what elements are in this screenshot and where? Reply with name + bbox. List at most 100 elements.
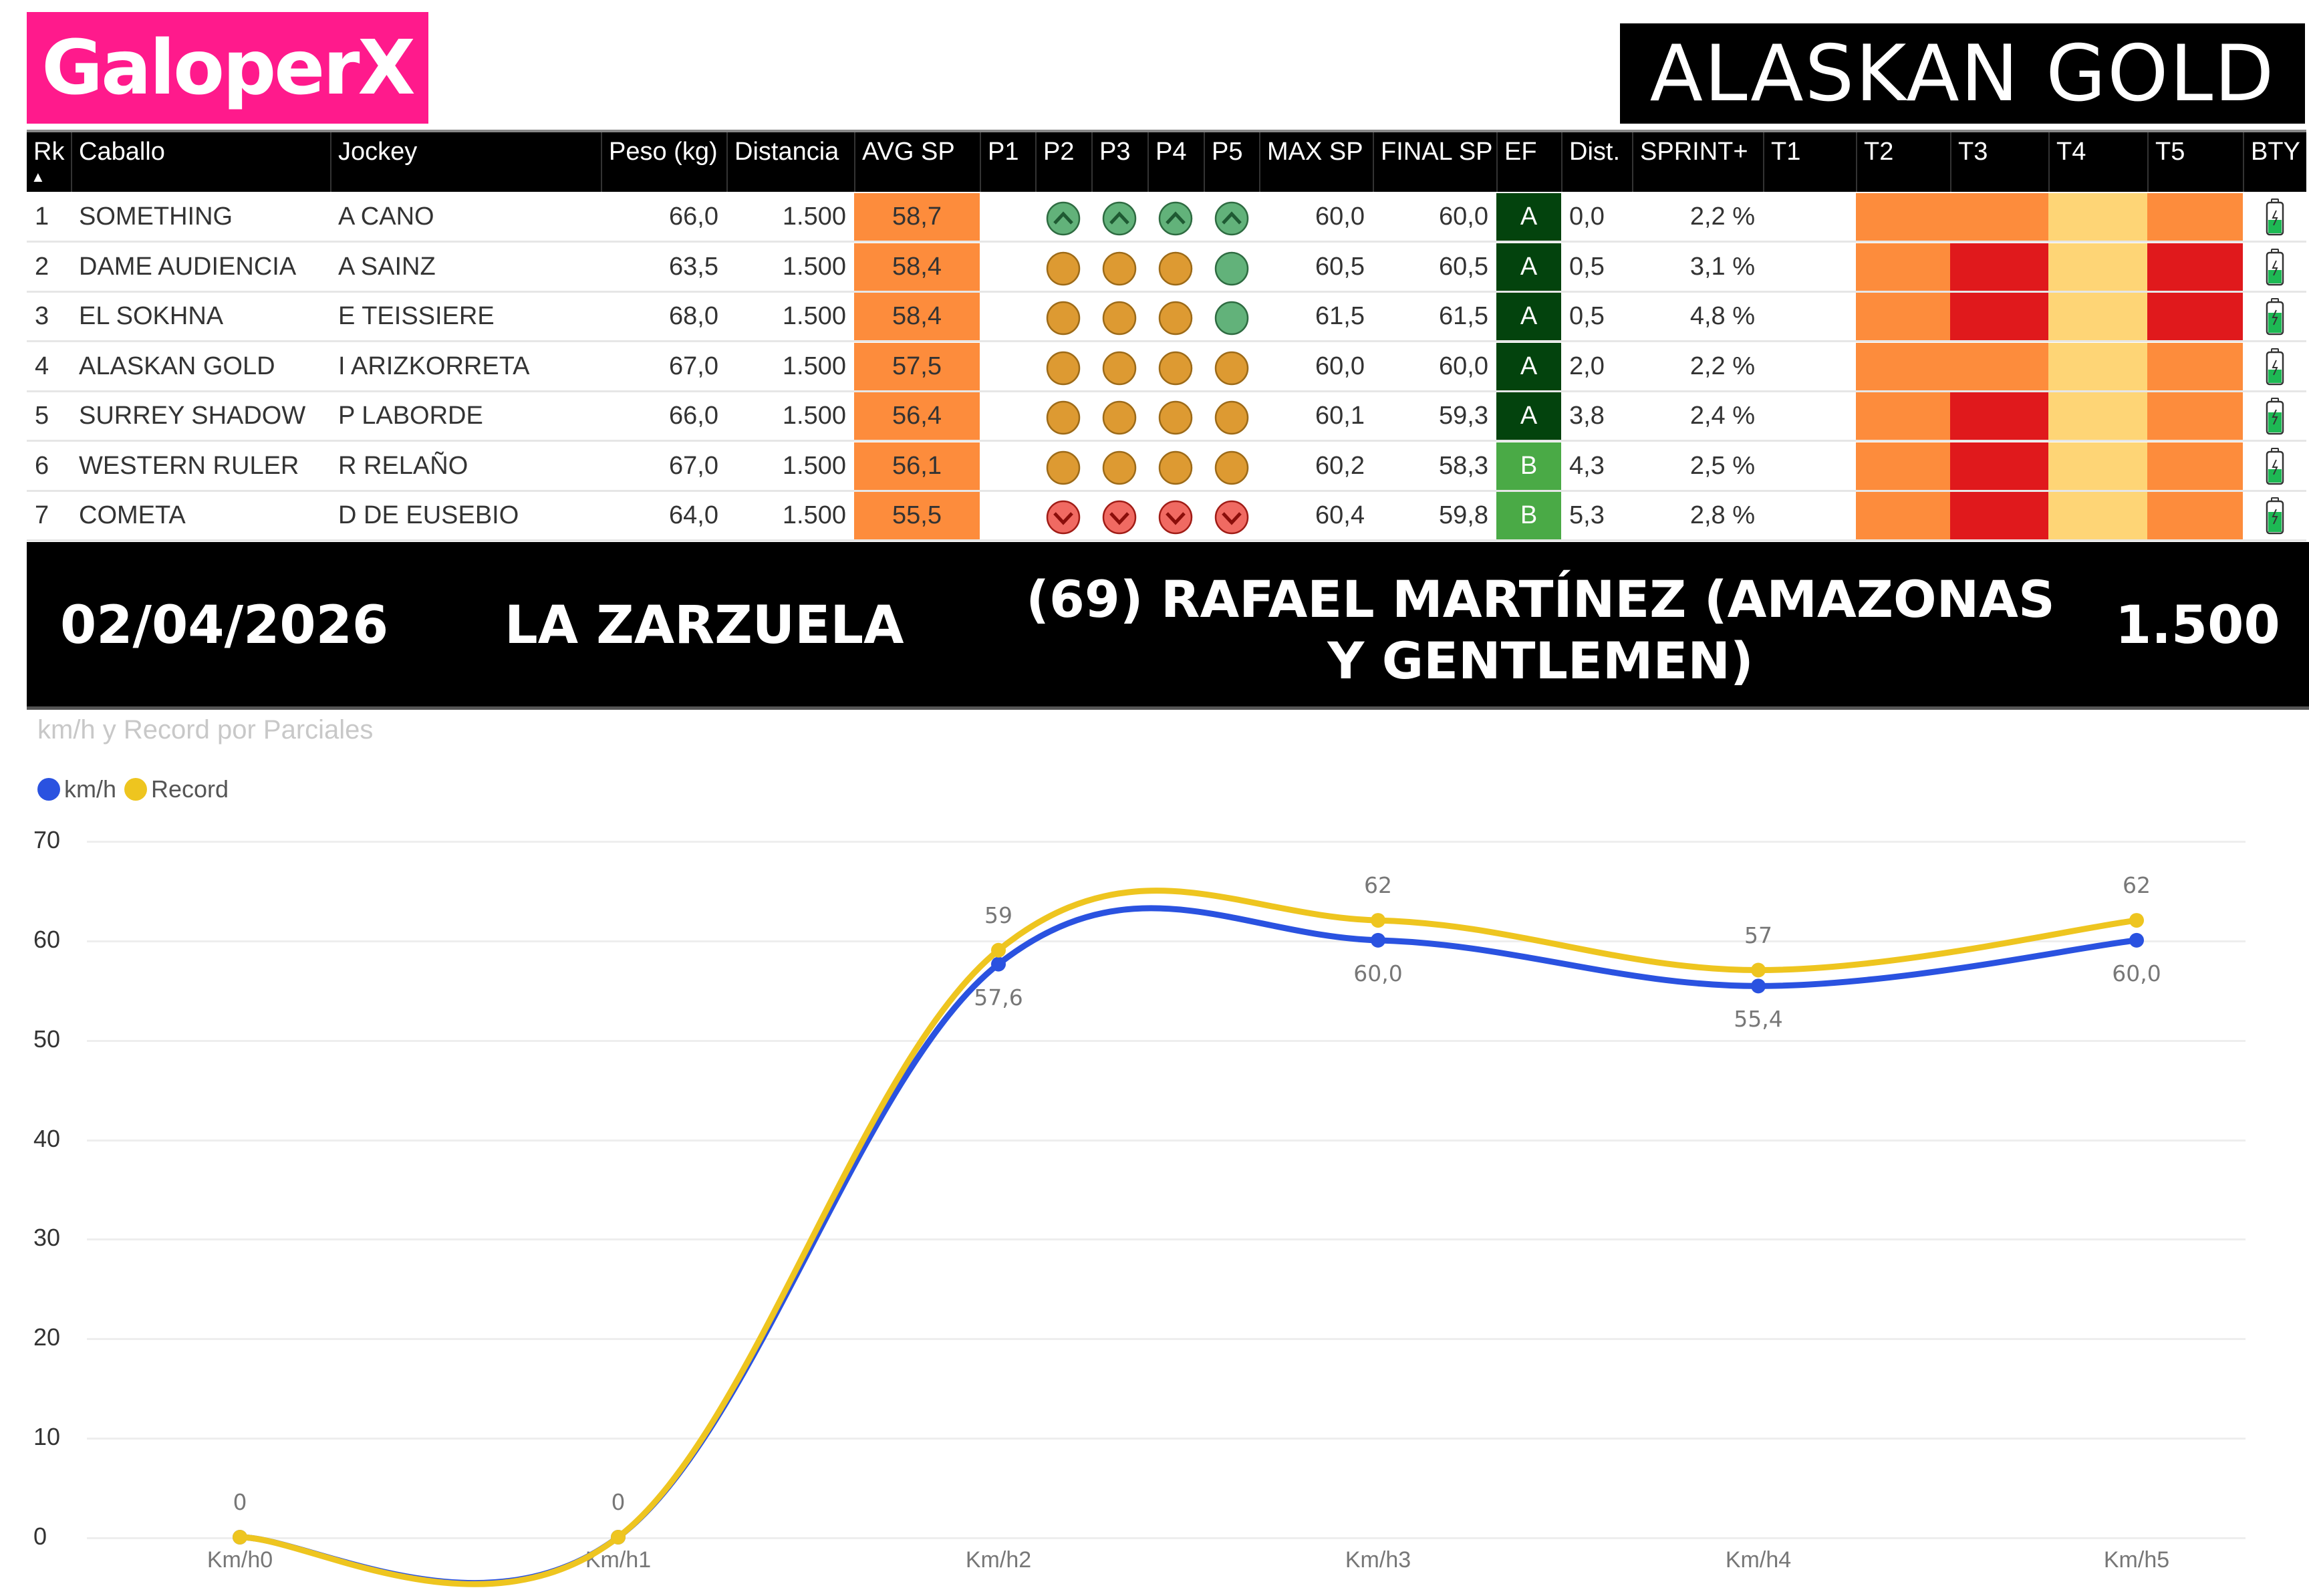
jockey-cell: A CANO (338, 203, 434, 231)
data-point-marker[interactable] (2129, 913, 2144, 928)
data-point-marker[interactable] (233, 1530, 247, 1545)
data-label: 0 (233, 1489, 247, 1515)
battery-icon (2265, 249, 2285, 286)
column-header-distancia[interactable]: Distancia (726, 132, 854, 192)
x-axis-tick: Km/h4 (1725, 1547, 1792, 1573)
gap-distance-cell: 0,0 (1569, 203, 1605, 231)
gridline (87, 1338, 2246, 1340)
final-speed-cell: 60,5 (1439, 253, 1488, 281)
chart-title: km/h y Record por Parciales (37, 715, 374, 745)
column-header-p2[interactable]: P2 (1035, 132, 1091, 192)
column-header-jockey[interactable]: Jockey (330, 132, 601, 192)
column-header-sprint[interactable]: SPRINT+ (1632, 132, 1763, 192)
status-circle-icon (1046, 400, 1081, 435)
table-row[interactable]: 6 WESTERN RULER R RELAÑO 67,0 1.500 56,1 60,2 5… (27, 442, 2306, 492)
column-header-rk[interactable]: Rk (33, 138, 65, 166)
data-label: 62 (2123, 872, 2151, 898)
column-header-max-sp[interactable]: MAX SP (1259, 132, 1373, 192)
table-row[interactable]: 3 EL SOKHNA E TEISSIERE 68,0 1.500 58,4 61,5 61… (27, 293, 2306, 342)
gap-distance-cell: 0,5 (1569, 253, 1605, 281)
column-header-t3[interactable]: T3 (1950, 132, 2048, 192)
data-point-marker[interactable] (1371, 913, 1385, 928)
data-point-marker[interactable] (611, 1530, 626, 1545)
column-header-p3[interactable]: P3 (1091, 132, 1147, 192)
chart-legend: km/h Record (37, 775, 237, 803)
horse-name-cell: ALASKAN GOLD (79, 352, 275, 380)
race-info-banner: 02/04/2026 LA ZARZUELA (69) RAFAEL MARTÍ… (27, 542, 2309, 710)
table-row[interactable]: 5 SURREY SHADOW P LABORDE 66,0 1.500 56,4 60,1… (27, 392, 2306, 442)
column-header-t4[interactable]: T4 (2048, 132, 2147, 192)
battery-icon (2265, 348, 2285, 386)
legend-item-kmh[interactable]: km/h (37, 775, 116, 803)
t4-heat-cell (2048, 293, 2147, 340)
p2-cell (1035, 293, 1091, 340)
sprint-cell: 4,8 % (1689, 302, 1755, 330)
p2-cell (1035, 492, 1091, 539)
rank-cell: 3 (35, 302, 49, 330)
table-row[interactable]: 4 ALASKAN GOLD I ARIZKORRETA 67,0 1.500 57,5 6… (27, 343, 2306, 392)
column-header-ef[interactable]: EF (1496, 132, 1561, 192)
avg-speed-cell: 57,5 (854, 343, 980, 390)
data-point-marker[interactable] (991, 956, 1006, 972)
data-point-marker[interactable] (1751, 978, 1766, 994)
t2-heat-cell (1856, 442, 1950, 490)
t5-heat-cell (2147, 343, 2243, 390)
column-header-t1[interactable]: T1 (1763, 132, 1856, 192)
column-header-peso-kg[interactable]: Peso (kg) (601, 132, 726, 192)
y-axis-tick: 10 (33, 1423, 61, 1450)
series-line-record[interactable] (239, 888, 2137, 1587)
t2-heat-cell (1856, 492, 1950, 539)
efficiency-badge: A (1496, 392, 1561, 440)
p5-cell (1204, 492, 1259, 539)
t5-heat-cell (2147, 293, 2243, 340)
column-header-avg-sp[interactable]: AVG SP (854, 132, 980, 192)
data-point-marker[interactable] (991, 942, 1006, 958)
column-header-p5[interactable]: P5 (1204, 132, 1259, 192)
sprint-cell: 2,4 % (1689, 402, 1755, 430)
battery-cell (2243, 293, 2306, 340)
column-header-final-sp[interactable]: FINAL SP (1373, 132, 1496, 192)
battery-cell (2243, 193, 2306, 241)
column-header-p4[interactable]: P4 (1147, 132, 1204, 192)
t3-heat-cell (1950, 392, 2048, 440)
distance-cell: 1.500 (782, 501, 846, 529)
column-header-t5[interactable]: T5 (2147, 132, 2243, 192)
gridline (87, 1040, 2246, 1042)
column-header-caballo[interactable]: Caballo (71, 132, 330, 192)
p5-cell (1204, 243, 1259, 291)
efficiency-badge: A (1496, 343, 1561, 390)
battery-cell (2243, 392, 2306, 440)
data-point-marker[interactable] (1751, 962, 1766, 978)
legend-dot-icon (124, 778, 148, 801)
data-point-marker[interactable] (2129, 932, 2144, 948)
p2-cell (1035, 343, 1091, 390)
p5-cell (1204, 193, 1259, 241)
table-row[interactable]: 1 SOMETHING A CANO 66,0 1.500 58,7 60,0 60,0 A 0,… (27, 193, 2306, 243)
data-point-marker[interactable] (1371, 932, 1385, 948)
sprint-cell: 2,2 % (1689, 203, 1755, 231)
data-label: 57 (1744, 922, 1772, 948)
legend-item-record[interactable]: Record (124, 775, 229, 803)
data-label: 57,6 (974, 984, 1023, 1011)
t5-heat-cell (2147, 492, 2243, 539)
data-label: 55,4 (1734, 1006, 1783, 1032)
status-circle-icon (1046, 301, 1081, 336)
table-row[interactable]: 7 COMETA D DE EUSEBIO 64,0 1.500 55,5 60,4 59,8… (27, 492, 2306, 541)
status-circle-icon (1214, 400, 1249, 435)
efficiency-badge: A (1496, 193, 1561, 241)
table-row[interactable]: 2 DAME AUDIENCIA A SAINZ 63,5 1.500 58,4 60,5 6… (27, 243, 2306, 293)
sort-ascending-icon[interactable]: ▲ (31, 168, 45, 185)
column-header-dist[interactable]: Dist. (1561, 132, 1632, 192)
column-header-p1[interactable]: P1 (980, 132, 1035, 192)
p4-cell (1147, 193, 1204, 241)
series-line-kmh[interactable] (239, 905, 2137, 1587)
p4-cell (1147, 293, 1204, 340)
column-header-t2[interactable]: T2 (1856, 132, 1950, 192)
column-header-bty[interactable]: BTY (2243, 132, 2306, 192)
distance-cell: 1.500 (782, 302, 846, 330)
data-label: 62 (1364, 872, 1392, 898)
battery-cell (2243, 492, 2306, 539)
efficiency-badge: B (1496, 442, 1561, 490)
rank-cell: 7 (35, 501, 49, 529)
